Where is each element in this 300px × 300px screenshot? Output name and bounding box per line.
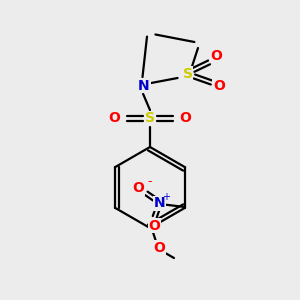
Text: S: S [145,112,155,125]
Text: N: N [138,79,150,92]
Text: S: S [182,67,193,80]
Text: O: O [148,219,160,233]
Text: +: + [162,192,170,202]
Text: O: O [132,181,144,195]
Text: N: N [154,196,165,210]
Text: O: O [109,112,121,125]
Text: -: - [147,175,152,188]
Text: O: O [179,112,191,125]
Text: O: O [213,79,225,92]
Text: O: O [153,241,165,254]
Text: O: O [210,49,222,62]
